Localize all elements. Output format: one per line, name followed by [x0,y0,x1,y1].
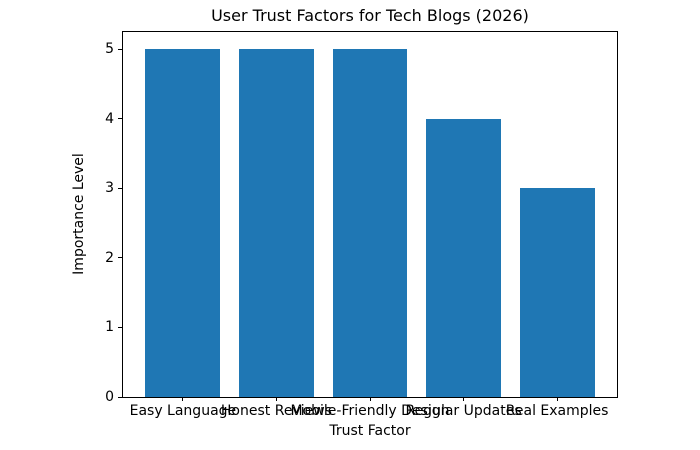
x-tick-mark [463,397,465,401]
y-tick-mark [118,257,122,259]
chart-title: User Trust Factors for Tech Blogs (2026) [211,6,529,25]
x-tick-mark [369,397,371,401]
x-tick-mark [275,397,277,401]
plot-area: Easy Language Honest Reviews Mobile-Friend… [105,31,618,419]
y-tick-mark [118,48,122,50]
bar-easy-language [145,49,221,397]
y-tick-mark [118,118,122,120]
y-tick-mark [118,396,122,398]
y-tick-label: 1 [105,319,114,336]
x-tick-mark [556,397,558,401]
bar-honest-reviews [239,49,314,397]
x-tick-label: Real Examples [505,403,609,419]
y-tick-label: 2 [105,249,114,266]
x-tick-label: Easy Language [129,403,237,419]
x-axis-label: Trust Factor [329,423,411,439]
x-tick-label: Regular Updates [405,403,522,419]
x-tick-label: Mobile-Friendly Design [290,403,450,419]
y-tick-label: 0 [105,389,114,405]
y-tick-label: 3 [105,180,114,197]
y-tick-mark [118,187,122,189]
x-tick-label: Honest Reviews [220,403,332,419]
y-tick-label: 5 [105,41,114,58]
y-tick-label: 4 [105,110,114,127]
bar-mobile-friendly-design [332,49,408,397]
bar-real-examples [519,188,595,397]
x-tick-mark [182,397,184,401]
y-tick-mark [118,326,122,328]
bar-regular-updates [426,118,501,397]
